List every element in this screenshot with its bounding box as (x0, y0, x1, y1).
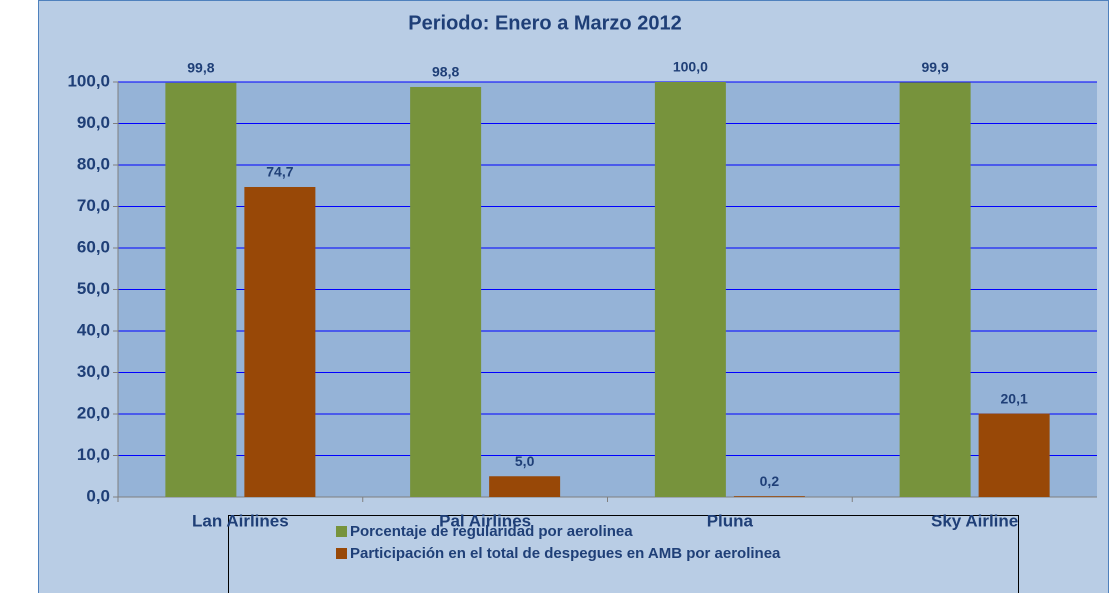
legend (228, 515, 1019, 593)
bar (733, 496, 805, 497)
bar (165, 82, 237, 497)
value-label: 74,7 (266, 164, 293, 180)
y-tick-label: 50,0 (77, 279, 110, 298)
x-tick-label: Pal Airlines (439, 511, 531, 530)
legend-swatch (336, 526, 347, 537)
y-tick-label: 20,0 (77, 403, 110, 422)
y-tick-label: 60,0 (77, 237, 110, 256)
bar (489, 476, 561, 497)
y-tick-label: 70,0 (77, 196, 110, 215)
bar (244, 186, 316, 497)
y-tick-label: 100,0 (67, 71, 110, 90)
bar (654, 82, 726, 497)
y-tick-label: 80,0 (77, 154, 110, 173)
legend-label: Participación en el total de despegues e… (350, 545, 781, 562)
bar (978, 413, 1050, 497)
legend-label: Porcentaje de regularidad por aerolinea (350, 523, 633, 540)
x-tick-label: Sky Airline (931, 511, 1018, 530)
value-label: 99,8 (187, 60, 214, 76)
x-tick-label: Pluna (707, 511, 754, 530)
legend-swatch (336, 548, 347, 559)
bar (410, 86, 482, 497)
x-tick-label: Lan Airlines (192, 511, 289, 530)
y-tick-label: 40,0 (77, 320, 110, 339)
value-label: 0,2 (760, 473, 780, 489)
value-label: 100,0 (673, 59, 708, 75)
value-label: 20,1 (1001, 390, 1028, 406)
y-tick-label: 90,0 (77, 113, 110, 132)
value-label: 5,0 (515, 453, 535, 469)
value-label: 99,9 (922, 59, 949, 75)
y-tick-label: 0,0 (86, 486, 110, 505)
value-label: 98,8 (432, 64, 459, 80)
y-tick-label: 30,0 (77, 362, 110, 381)
bar (899, 82, 971, 497)
y-tick-label: 10,0 (77, 445, 110, 464)
chart-title: Periodo: Enero a Marzo 2012 (408, 12, 681, 34)
